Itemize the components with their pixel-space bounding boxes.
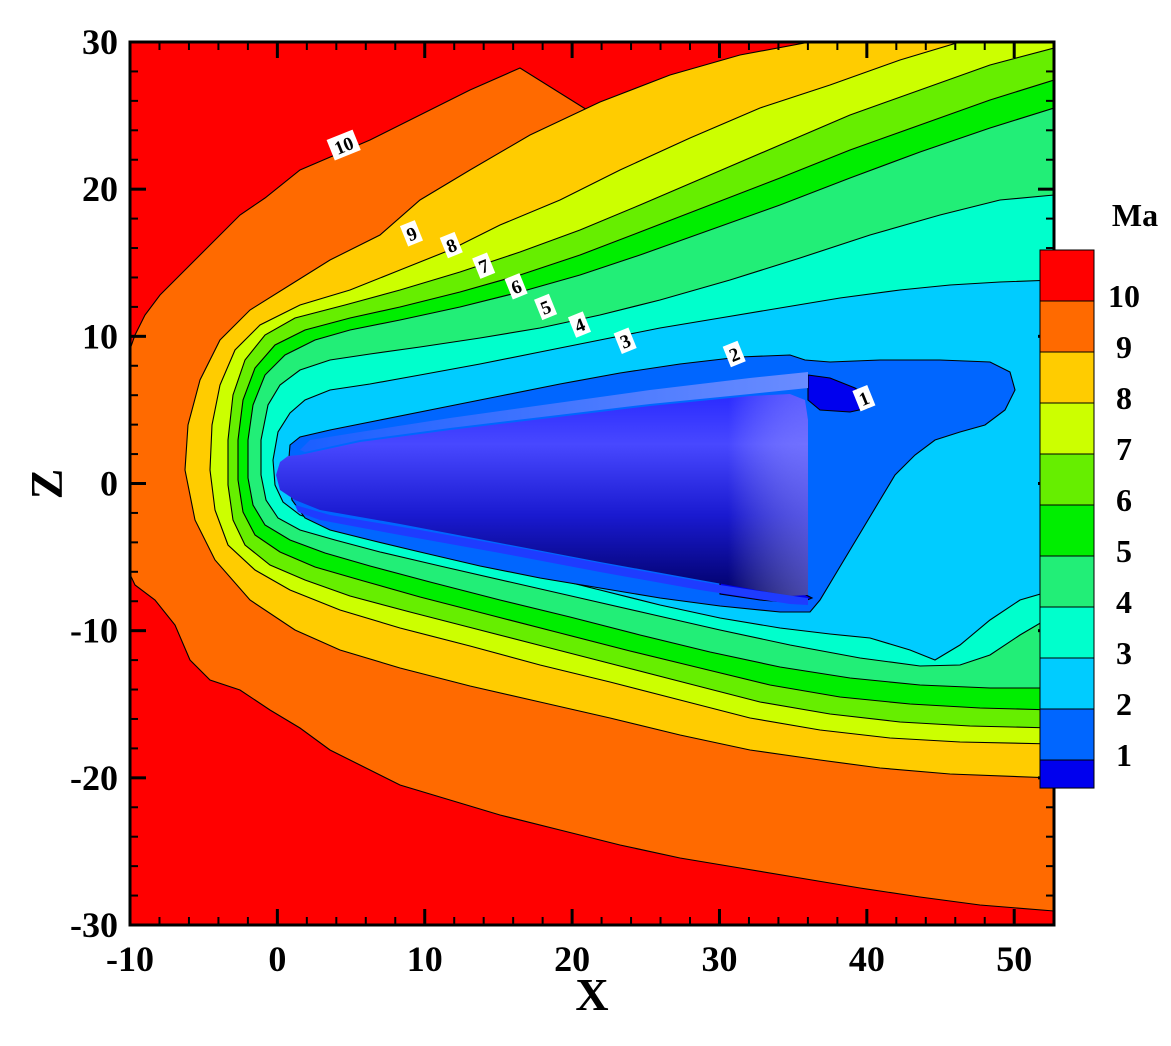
legend-swatch bbox=[1040, 454, 1094, 505]
legend-swatch bbox=[1040, 556, 1094, 607]
legend-frame bbox=[1039, 249, 1095, 789]
legend-label: 9 bbox=[1116, 329, 1132, 365]
legend-swatch bbox=[1040, 250, 1094, 301]
axis-ticks: -10 0 10 20 30 40 50 -30 -20 -10 0 10 20 30 bbox=[70, 22, 1054, 979]
contour-label: 1 bbox=[852, 384, 876, 412]
contour-label-bg bbox=[399, 220, 424, 247]
x-tick-label: 30 bbox=[701, 939, 737, 979]
contour-label: 4 bbox=[567, 311, 592, 338]
legend-swatch bbox=[1040, 403, 1094, 454]
x-tick-label: 50 bbox=[996, 939, 1032, 979]
legend-swatch bbox=[1040, 301, 1094, 352]
legend-label: 1 bbox=[1116, 737, 1132, 773]
contour-label: 9 bbox=[399, 220, 424, 247]
y-axis-title: Z bbox=[21, 469, 72, 500]
y-tick-label: -20 bbox=[70, 758, 118, 798]
contour-label: 3 bbox=[613, 327, 637, 354]
legend-label: 10 bbox=[1108, 278, 1140, 314]
legend: Ma 10 9 8 7 6 5 4 3 2 1 bbox=[1039, 197, 1158, 789]
contour-label: 5 bbox=[534, 293, 558, 321]
legend-label: 2 bbox=[1116, 686, 1132, 722]
y-tick-label: 10 bbox=[82, 316, 118, 356]
contour-label-bg bbox=[722, 340, 746, 368]
x-axis-title: X bbox=[575, 969, 608, 1020]
x-tick-label: 40 bbox=[849, 939, 885, 979]
y-tick-label: 30 bbox=[82, 22, 118, 62]
contour-label-bg bbox=[852, 384, 876, 412]
contour-label-bg bbox=[472, 252, 496, 279]
legend-swatch bbox=[1040, 607, 1094, 658]
contour-label-bg bbox=[613, 327, 637, 354]
legend-label: 7 bbox=[1116, 431, 1132, 467]
x-tick-label: -10 bbox=[106, 939, 154, 979]
legend-swatch-min bbox=[1040, 760, 1094, 789]
contour-label: 6 bbox=[504, 273, 528, 300]
x-tick-label: 0 bbox=[268, 939, 286, 979]
y-tick-label: 0 bbox=[100, 464, 118, 504]
x-tick-label: 10 bbox=[407, 939, 443, 979]
contour-label: 2 bbox=[722, 340, 746, 368]
legend-label: 3 bbox=[1116, 635, 1132, 671]
y-tick-label: -30 bbox=[70, 905, 118, 945]
legend-label: 4 bbox=[1116, 584, 1132, 620]
legend-swatch bbox=[1040, 658, 1094, 709]
legend-label: 6 bbox=[1116, 482, 1132, 518]
x-tick-label: 20 bbox=[554, 939, 590, 979]
legend-label: 8 bbox=[1116, 380, 1132, 416]
contour-label-bg bbox=[439, 231, 463, 259]
vehicle-body bbox=[276, 372, 808, 605]
legend-label: 5 bbox=[1116, 533, 1132, 569]
contour-label: 8 bbox=[439, 231, 463, 259]
contour-label: 7 bbox=[472, 252, 496, 279]
contour-label-bg bbox=[567, 311, 592, 338]
legend-swatch bbox=[1040, 709, 1094, 760]
contour-label-bg bbox=[326, 129, 361, 161]
y-tick-label: 20 bbox=[82, 169, 118, 209]
legend-swatch bbox=[1040, 352, 1094, 403]
legend-title: Ma bbox=[1112, 197, 1158, 233]
legend-swatch bbox=[1040, 505, 1094, 556]
y-tick-label: -10 bbox=[70, 611, 118, 651]
contour-label-bg bbox=[504, 273, 528, 300]
contour-label-bg bbox=[534, 293, 558, 321]
